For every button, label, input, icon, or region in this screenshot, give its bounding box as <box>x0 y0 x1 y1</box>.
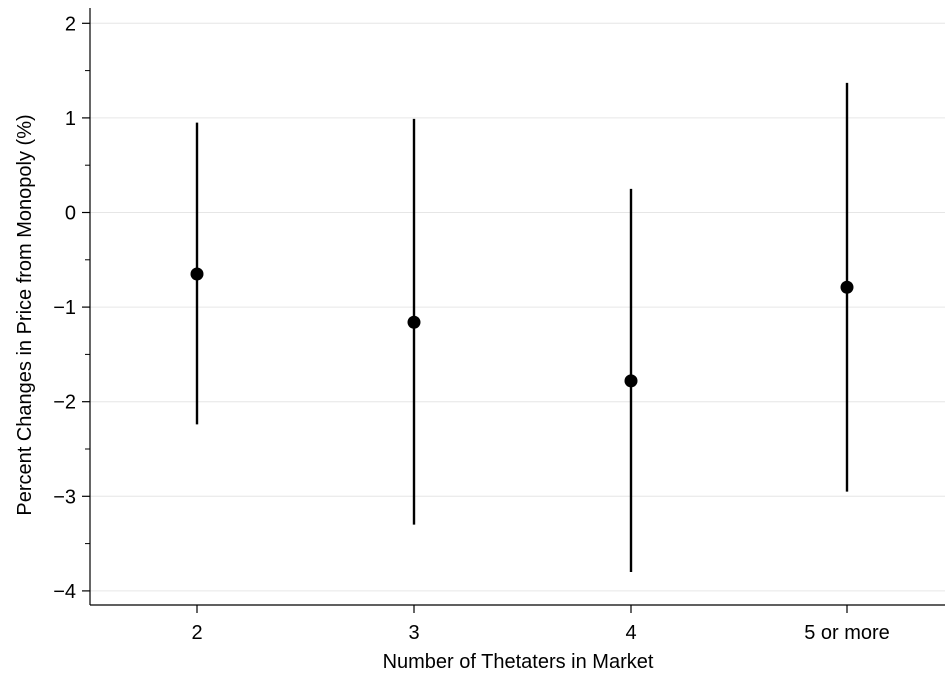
y-tick-label: 2 <box>65 13 76 35</box>
x-tick-label: 5 or more <box>804 622 890 644</box>
y-tick-label: 1 <box>65 108 76 130</box>
x-axis-title: Number of Thetaters in Market <box>383 651 654 673</box>
data-point <box>190 267 204 281</box>
y-tick-label: −2 <box>53 392 76 414</box>
y-tick-label: 0 <box>65 203 76 225</box>
data-point <box>407 315 421 329</box>
axes <box>89 8 945 606</box>
x-tick-label: 4 <box>625 622 636 644</box>
y-tick-label: −1 <box>53 297 76 319</box>
gridlines <box>90 22 945 592</box>
x-tick-label: 2 <box>191 622 202 644</box>
data-point <box>840 280 854 294</box>
data-points <box>190 267 854 388</box>
data-point <box>624 374 638 388</box>
y-axis-ticks: 2 1 0 −1 −2 −3 −4 <box>53 13 90 603</box>
y-tick-label: −3 <box>53 486 76 508</box>
x-tick-label: 3 <box>408 622 419 644</box>
y-tick-label: −4 <box>53 581 76 603</box>
error-bars <box>195 82 849 572</box>
x-axis-ticks: 2 3 4 5 or more <box>191 605 890 644</box>
y-axis-title: Percent Changes in Price from Monopoly (… <box>14 114 36 515</box>
